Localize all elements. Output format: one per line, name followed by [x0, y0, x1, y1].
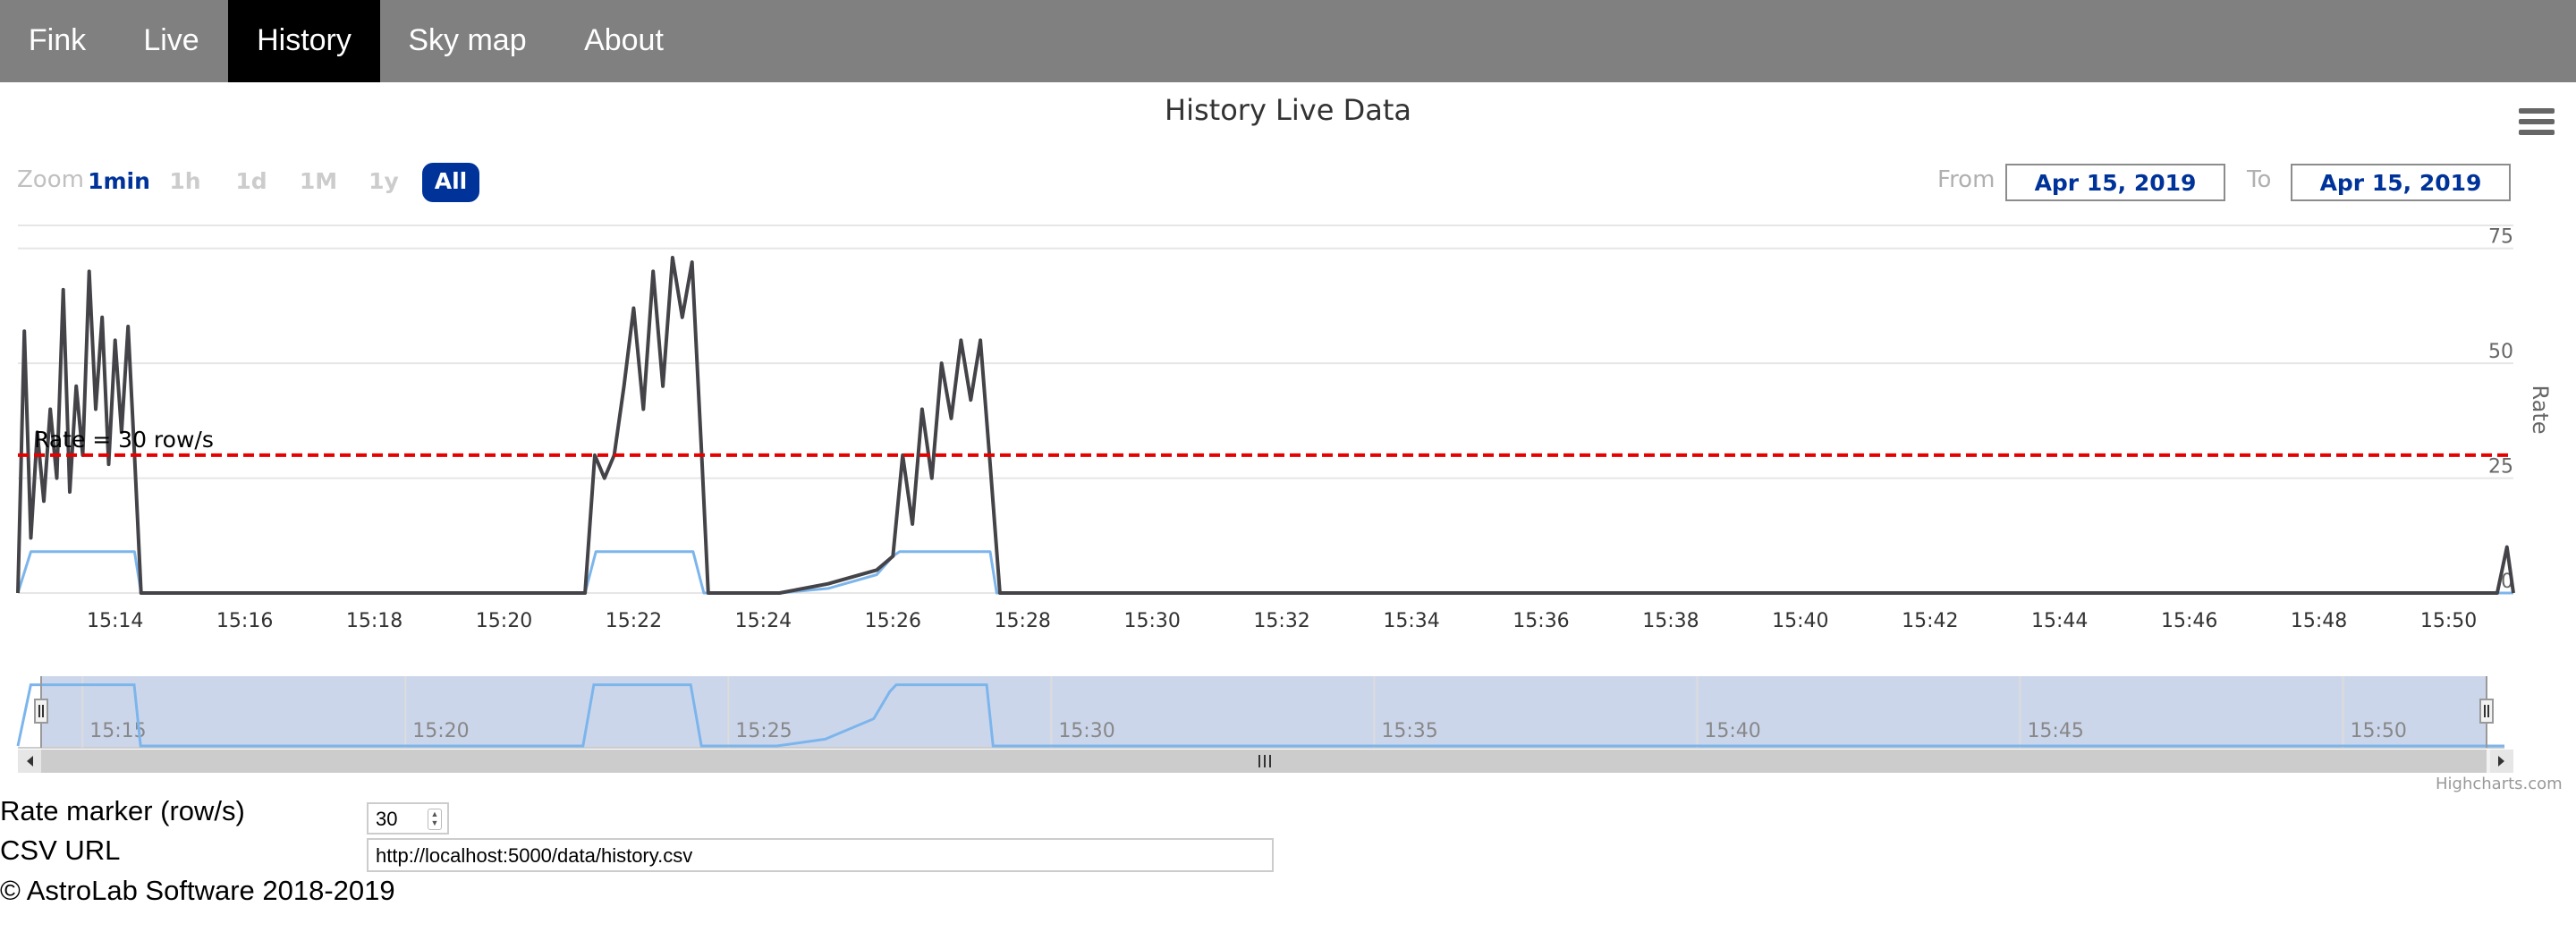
nav-sky-map[interactable]: Sky map	[408, 23, 527, 57]
csv-url-value: http://localhost:5000/data/history.csv	[376, 844, 693, 867]
navigator-tick-label: 15:30	[1058, 720, 1114, 742]
rate-marker-label: Rate marker (row/s)	[0, 795, 245, 826]
chart-title: History Live Data	[1165, 93, 1411, 127]
x-tick-label: 15:20	[476, 610, 532, 632]
scrollbar-left-arrow[interactable]	[18, 750, 41, 773]
stepper-icon[interactable]: ▲ ▼	[428, 809, 442, 830]
from-label: From	[1937, 166, 1996, 193]
x-tick-label: 15:18	[346, 610, 402, 632]
nav-history[interactable]: History	[228, 0, 380, 82]
footer-copyright: © AstroLab Software 2018-2019	[0, 875, 395, 906]
x-tick-label: 15:34	[1383, 610, 1439, 632]
navigator-tick-label: 15:25	[735, 720, 792, 742]
navigator-tick-label: 15:40	[1704, 720, 1760, 742]
csv-url-input[interactable]: http://localhost:5000/data/history.csv	[367, 838, 1274, 872]
x-tick-label: 15:40	[1772, 610, 1828, 632]
navigator[interactable]: 15:15 15:20 15:25 15:30 15:35 15:40 15:45 15:50	[0, 0, 2576, 787]
y-tick-label: 25	[2488, 456, 2513, 479]
zoom-1d-button[interactable]: 1d	[235, 168, 267, 194]
zoom-label: Zoom	[17, 166, 84, 193]
zoom-1M-button[interactable]: 1M	[299, 168, 338, 194]
x-tick-label: 15:44	[2031, 610, 2088, 632]
navigator-tick-label: 15:35	[1381, 720, 1437, 742]
nav-about[interactable]: About	[584, 23, 664, 57]
x-tick-label: 15:14	[87, 610, 143, 632]
left-arrow-icon	[27, 756, 33, 767]
from-date-input[interactable]: Apr 15, 2019	[2005, 164, 2225, 201]
navigator-right-handle[interactable]	[2479, 699, 2494, 724]
right-arrow-icon	[2498, 756, 2504, 767]
highcharts-credits[interactable]: Highcharts.com	[2436, 775, 2563, 793]
x-tick-label: 15:16	[216, 610, 273, 632]
x-tick-label: 15:22	[606, 610, 662, 632]
csv-url-label: CSV URL	[0, 835, 121, 866]
navigator-tick-label: 15:50	[2350, 720, 2406, 742]
scrollbar-right-arrow[interactable]	[2490, 750, 2513, 773]
y-tick-label: 50	[2488, 341, 2513, 363]
navigator-tick-label: 15:45	[2027, 720, 2083, 742]
navigator-tick-label: 15:20	[412, 720, 469, 742]
nav-live[interactable]: Live	[143, 23, 199, 57]
zoom-1min-button[interactable]: 1min	[88, 168, 150, 194]
to-label: To	[2247, 166, 2272, 193]
x-tick-label: 15:42	[1902, 610, 1958, 632]
x-tick-label: 15:32	[1253, 610, 1309, 632]
zoom-all-button[interactable]: All	[422, 163, 479, 202]
zoom-1y-button[interactable]: 1y	[369, 168, 399, 194]
x-tick-label: 15:30	[1123, 610, 1180, 632]
rate-marker-input[interactable]: 30 ▲ ▼	[367, 802, 449, 835]
handle-box	[2479, 699, 2494, 724]
rate-marker-label: Rate = 30 row/s	[34, 427, 214, 453]
y-tick-label: 75	[2488, 226, 2513, 249]
zoom-1h-button[interactable]: 1h	[169, 168, 201, 194]
series-line	[16, 256, 2515, 595]
export-menu-icon[interactable]	[2519, 108, 2555, 139]
rate-marker-value: 30	[376, 808, 398, 830]
x-tick-label: 15:46	[2161, 610, 2217, 632]
to-date-input[interactable]: Apr 15, 2019	[2291, 164, 2511, 201]
handle-box	[34, 699, 48, 724]
navigator-tick-label: 15:15	[89, 720, 146, 742]
x-tick-label: 15:24	[735, 610, 792, 632]
x-tick-label: 15:50	[2420, 610, 2477, 632]
x-tick-label: 15:26	[865, 610, 921, 632]
navigator-left-handle[interactable]	[34, 699, 48, 724]
x-tick-label: 15:48	[2291, 610, 2347, 632]
nav-fink[interactable]: Fink	[28, 23, 87, 57]
x-tick-label: 15:36	[1513, 610, 1569, 632]
top-navbar: Fink Live History Sky map About	[0, 0, 2576, 82]
navigator-selection	[41, 676, 2487, 748]
y-axis-label: Rate	[2528, 385, 2553, 434]
x-tick-label: 15:38	[1642, 610, 1699, 632]
navigator-series-line	[16, 683, 2504, 748]
x-tick-label: 15:28	[995, 610, 1051, 632]
